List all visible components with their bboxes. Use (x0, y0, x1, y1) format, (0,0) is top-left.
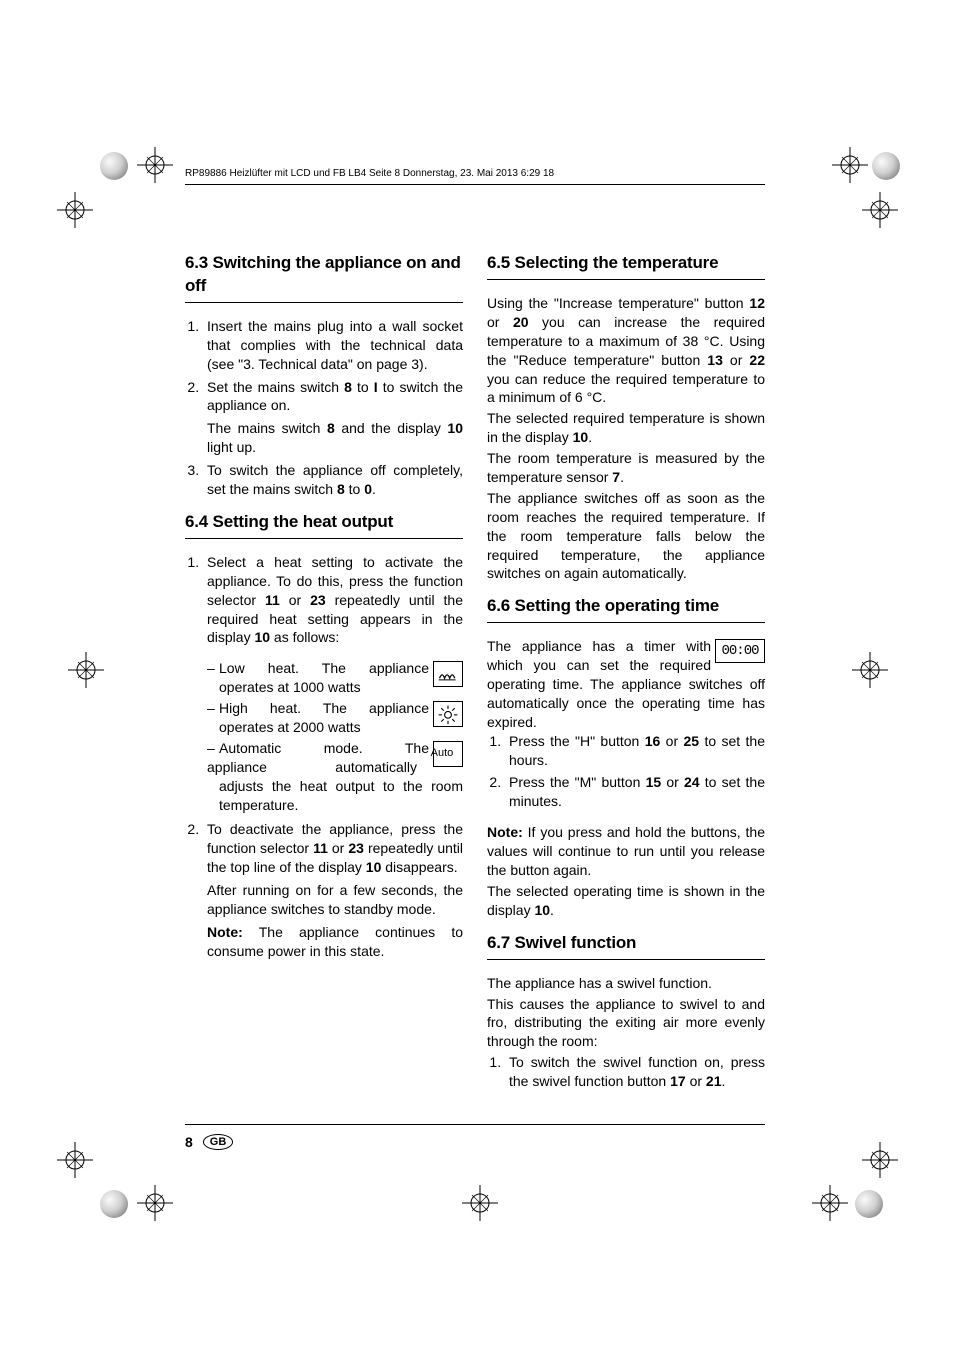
header-rule (185, 184, 765, 185)
reg-mark (66, 650, 106, 690)
reg-mark (55, 190, 95, 230)
section-rule (487, 279, 765, 280)
page-number: 8 (185, 1134, 193, 1150)
reg-mark (135, 145, 175, 185)
reg-mark (830, 145, 870, 185)
heat-low-icon (433, 661, 463, 687)
reg-mark (810, 1183, 850, 1223)
section-rule (185, 302, 463, 303)
reg-mark (55, 1140, 95, 1180)
heading-6-3: 6.3 Switching the appliance on and off (185, 252, 463, 298)
reg-mark (860, 190, 900, 230)
list-item: Insert the mains plug into a wall socket… (203, 317, 463, 374)
auto-mode-icon: Auto (433, 741, 463, 767)
section-rule (185, 538, 463, 539)
paragraph: The selected operating time is shown in … (487, 882, 765, 920)
dash-item: Low heat. The appliance operates at 1000… (207, 659, 463, 697)
reg-mark (460, 1183, 500, 1223)
reg-mark (135, 1183, 175, 1223)
paragraph: The selected required temperature is sho… (487, 409, 765, 447)
list-item: To deactivate the appliance, press the f… (203, 820, 463, 960)
heading-6-6: 6.6 Setting the operating time (487, 595, 765, 618)
paragraph: The appliance switches off as soon as th… (487, 489, 765, 583)
reg-mark (850, 650, 890, 690)
heading-6-5: 6.5 Selecting the temperature (487, 252, 765, 275)
list-item: Select a heat setting to activate the ap… (203, 553, 463, 647)
header-meta: RP89886 Heizlüfter mit LCD und FB LB4 Se… (185, 168, 554, 179)
list-item: Press the "H" button 16 or 25 to set the… (505, 732, 765, 770)
note: Note: If you press and hold the buttons,… (487, 823, 765, 880)
paragraph: The room temperature is measured by the … (487, 449, 765, 487)
dash-item: High heat. The appliance operates at 200… (207, 699, 463, 737)
print-sphere (855, 1190, 883, 1218)
section-rule (487, 959, 765, 960)
print-sphere (100, 152, 128, 180)
section-rule (487, 622, 765, 623)
language-badge: GB (203, 1134, 234, 1150)
heading-6-7: 6.7 Swivel function (487, 932, 765, 955)
paragraph: Using the "Increase temperature" button … (487, 294, 765, 407)
footer-rule (185, 1124, 765, 1125)
list-item: To switch the appliance off completely, … (203, 461, 463, 499)
list-item: Set the mains switch 8 to I to switch th… (203, 378, 463, 458)
print-sphere (872, 152, 900, 180)
reg-mark (860, 1140, 900, 1180)
paragraph: The appliance has a swivel function. (487, 974, 765, 993)
timer-icon: 00:00 (715, 639, 765, 663)
print-sphere (100, 1190, 128, 1218)
heading-6-4: 6.4 Setting the heat output (185, 511, 463, 534)
dash-item: Auto Automatic mode. The appliance autom… (207, 739, 463, 815)
heat-high-icon (433, 701, 463, 727)
paragraph: This causes the appliance to swivel to a… (487, 995, 765, 1052)
list-item: Press the "M" button 15 or 24 to set the… (505, 773, 765, 811)
list-item: To switch the swivel function on, press … (505, 1053, 765, 1091)
